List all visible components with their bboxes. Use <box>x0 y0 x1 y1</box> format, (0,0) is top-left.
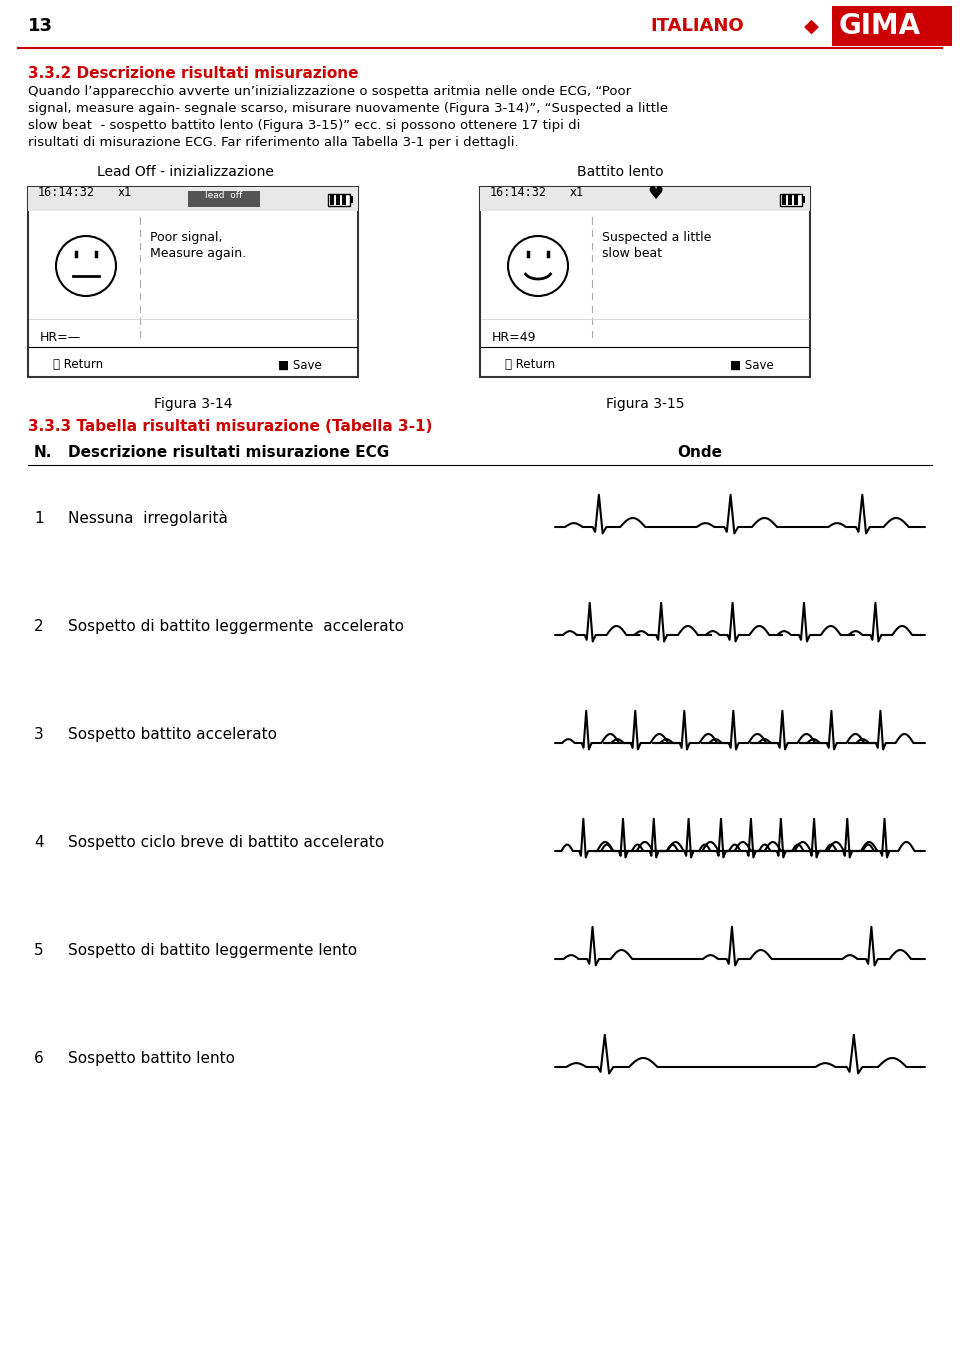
Text: x1: x1 <box>118 186 132 200</box>
Text: 2: 2 <box>34 618 43 634</box>
Text: Sospetto ciclo breve di battito accelerato: Sospetto ciclo breve di battito accelera… <box>68 834 384 850</box>
Bar <box>790 5 952 46</box>
Text: Poor signal,: Poor signal, <box>150 231 223 244</box>
Bar <box>794 194 798 205</box>
Text: Figura 3-14: Figura 3-14 <box>154 397 232 410</box>
Text: 3.3.3 Tabella risultati misurazione (Tabella 3-1): 3.3.3 Tabella risultati misurazione (Tab… <box>28 418 432 433</box>
Text: slow beat: slow beat <box>602 247 662 261</box>
Bar <box>328 194 350 207</box>
Bar <box>480 188 810 377</box>
Text: 3.3.2 Descrizione risultati misurazione: 3.3.2 Descrizione risultati misurazione <box>28 66 358 81</box>
Text: slow beat  - sospetto battito lento (Figura 3-15)” ecc. si possono ottenere 17 t: slow beat - sospetto battito lento (Figu… <box>28 119 581 132</box>
Text: x1: x1 <box>570 186 585 200</box>
Bar <box>330 194 334 205</box>
Bar <box>350 196 353 202</box>
Text: 6: 6 <box>34 1050 44 1066</box>
Bar <box>188 190 260 207</box>
Bar <box>480 188 810 211</box>
Text: Descrizione risultati misurazione ECG: Descrizione risultati misurazione ECG <box>68 446 389 460</box>
Text: Nessuna  irregolarità: Nessuna irregolarità <box>68 510 228 526</box>
Text: Quando l’apparecchio avverte un’inizializzazione o sospetta aritmia nelle onde E: Quando l’apparecchio avverte un’iniziali… <box>28 85 631 99</box>
Text: ⧈ Return: ⧈ Return <box>505 359 555 371</box>
Text: ■ Save: ■ Save <box>278 359 322 371</box>
Text: Battito lento: Battito lento <box>577 165 663 180</box>
Text: N.: N. <box>34 446 53 460</box>
Text: HR=49: HR=49 <box>492 331 537 344</box>
Text: 16:14:32: 16:14:32 <box>490 186 547 200</box>
Text: ■ Save: ■ Save <box>730 359 774 371</box>
Bar <box>342 194 346 205</box>
Text: ♥: ♥ <box>647 185 663 202</box>
Bar <box>782 194 786 205</box>
Text: risultati di misurazione ECG. Far riferimento alla Tabella 3-1 per i dettagli.: risultati di misurazione ECG. Far riferi… <box>28 136 518 148</box>
Bar <box>28 188 358 211</box>
Text: signal, measure again- segnale scarso, misurare nuovamente (Figura 3-14)”, “Susp: signal, measure again- segnale scarso, m… <box>28 103 668 115</box>
Text: 16:14:32: 16:14:32 <box>38 186 95 200</box>
Text: Lead Off - inizializzazione: Lead Off - inizializzazione <box>97 165 274 180</box>
Text: Sospetto battito lento: Sospetto battito lento <box>68 1050 235 1066</box>
Text: Suspected a little: Suspected a little <box>602 231 711 244</box>
Text: Measure again.: Measure again. <box>150 247 246 261</box>
Text: ITALIANO: ITALIANO <box>650 18 744 35</box>
Text: ◆: ◆ <box>804 16 819 35</box>
Text: Sospetto battito accelerato: Sospetto battito accelerato <box>68 726 277 743</box>
Text: HR=—: HR=— <box>40 331 82 344</box>
Text: 4: 4 <box>34 834 43 850</box>
Bar <box>28 188 358 377</box>
Text: ⧈ Return: ⧈ Return <box>53 359 103 371</box>
Text: Sospetto di battito leggermente  accelerato: Sospetto di battito leggermente accelera… <box>68 618 404 634</box>
Bar <box>336 194 340 205</box>
Text: Figura 3-15: Figura 3-15 <box>606 397 684 410</box>
Bar <box>780 194 802 207</box>
Bar <box>788 194 792 205</box>
Text: 3: 3 <box>34 726 44 743</box>
Text: 13: 13 <box>28 18 53 35</box>
Text: lead  off: lead off <box>205 190 243 200</box>
Text: 1: 1 <box>34 510 43 526</box>
Text: GIMA: GIMA <box>839 12 921 40</box>
Bar <box>790 5 832 46</box>
Text: Sospetto di battito leggermente lento: Sospetto di battito leggermente lento <box>68 942 357 958</box>
Text: 5: 5 <box>34 942 43 958</box>
Bar <box>802 196 805 202</box>
Text: Onde: Onde <box>678 446 723 460</box>
